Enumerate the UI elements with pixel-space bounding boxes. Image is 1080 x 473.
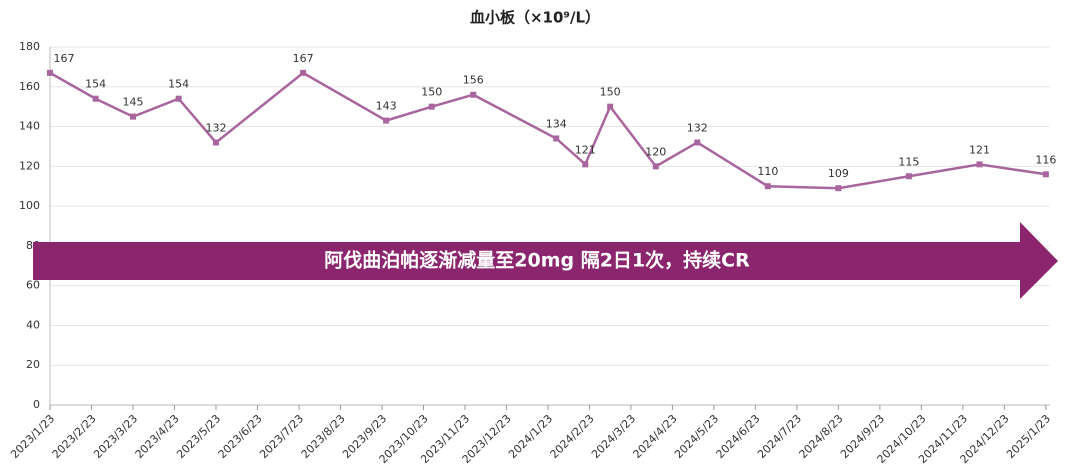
x-tick-label: 2024/1/23 [506, 412, 555, 461]
data-label: 154 [85, 78, 106, 91]
x-tick-label: 2023/4/23 [133, 412, 182, 461]
x-tick-label: 2025/1/23 [1004, 412, 1053, 461]
data-label: 167 [293, 52, 314, 65]
x-tick-label: 2023/1/23 [8, 412, 57, 461]
banner: 阿伐曲泊帕逐渐减量至20mg 隔2日1次，持续CR [33, 222, 1058, 299]
marker [652, 163, 659, 170]
chart-title: 血小板（×10⁹/L） [470, 9, 600, 27]
x-tick-label: 2024/3/23 [589, 412, 638, 461]
y-tick-label: 180 [19, 40, 40, 53]
data-label: 110 [757, 165, 778, 178]
y-tick-label: 140 [19, 120, 40, 133]
data-label: 150 [421, 86, 442, 99]
data-label: 132 [687, 121, 708, 134]
data-label: 145 [122, 96, 143, 109]
y-tick-label: 100 [19, 199, 40, 212]
banner-text: 阿伐曲泊帕逐渐减量至20mg 隔2日1次，持续CR [324, 249, 750, 272]
x-tick-label: 2024/8/23 [797, 412, 846, 461]
marker [976, 161, 983, 168]
marker [175, 95, 182, 102]
data-label: 120 [645, 145, 666, 158]
marker [694, 139, 701, 146]
y-tick-label: 160 [19, 80, 40, 93]
data-label: 134 [546, 117, 567, 130]
marker [764, 183, 771, 190]
marker [607, 103, 614, 110]
marker [428, 103, 435, 110]
marker [383, 117, 390, 124]
marker [212, 139, 219, 146]
y-tick-label: 0 [33, 398, 40, 411]
marker [905, 173, 912, 180]
marker [470, 91, 477, 98]
banner-arrow [33, 222, 1058, 299]
data-label: 116 [1035, 153, 1056, 166]
data-label: 154 [168, 78, 189, 91]
data-label: 150 [600, 86, 621, 99]
data-label: 121 [969, 143, 990, 156]
series-line [49, 71, 1047, 190]
marker [1042, 171, 1049, 178]
data-label: 156 [463, 74, 484, 87]
marker [92, 95, 99, 102]
x-tick-label: 2023/2/23 [50, 412, 99, 461]
marker [300, 69, 307, 76]
marker [835, 185, 842, 192]
data-label: 109 [828, 167, 849, 180]
marker [47, 69, 53, 76]
x-tick-label: 2023/3/23 [91, 412, 140, 461]
x-tick-label: 2023/8/23 [299, 412, 348, 461]
x-tick-label: 2023/7/23 [257, 412, 306, 461]
marker [582, 161, 589, 168]
data-label: 143 [376, 100, 397, 113]
data-label: 115 [898, 155, 919, 168]
x-tick-label: 2024/4/23 [631, 412, 680, 461]
x-tick-label: 2023/6/23 [216, 412, 265, 461]
y-tick-label: 20 [26, 358, 40, 371]
data-label: 121 [575, 143, 596, 156]
data-label: 167 [54, 52, 75, 65]
marker [129, 113, 136, 120]
x-tick-label: 2024/6/23 [714, 412, 763, 461]
x-tick-label: 2024/7/23 [755, 412, 804, 461]
y-tick-label: 60 [26, 279, 40, 292]
marker [553, 135, 560, 142]
data-label: 132 [205, 121, 226, 134]
y-tick-label: 120 [19, 159, 40, 172]
x-tick-label: 2024/2/23 [548, 412, 597, 461]
x-tick-label: 2024/5/23 [672, 412, 721, 461]
x-tick-label: 2023/5/23 [174, 412, 223, 461]
y-tick-label: 40 [26, 318, 40, 331]
